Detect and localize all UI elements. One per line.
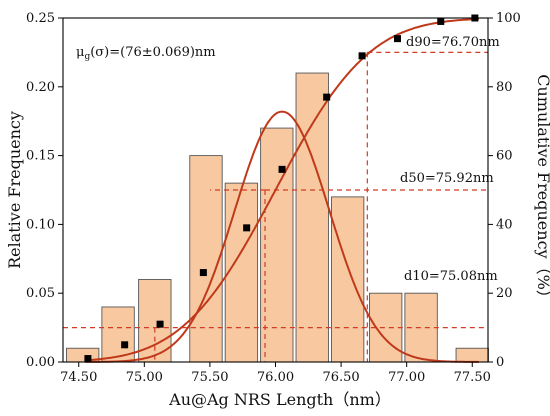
geometric-mean-annotation: μg(σ)=(76±0.069)nm bbox=[76, 45, 216, 62]
histogram-bar bbox=[455, 347, 489, 363]
x-tick-label: 77.50 bbox=[454, 370, 491, 385]
x-tick-label: 76.50 bbox=[322, 370, 359, 385]
cumulative-point bbox=[437, 17, 445, 25]
cumulative-point bbox=[243, 224, 251, 232]
cumulative-point bbox=[358, 52, 366, 60]
normal-fit-curve bbox=[85, 110, 479, 363]
y-right-tick-label: 60 bbox=[496, 149, 513, 164]
y-axis-right-label: Cumulative Frequency（%） bbox=[534, 74, 550, 306]
y-axis-left-label: Relative Frequency bbox=[5, 111, 24, 269]
histogram-bar bbox=[189, 155, 223, 363]
percentile-guides bbox=[63, 51, 488, 362]
y-left-tick-label: 0.25 bbox=[26, 11, 55, 26]
cumulative-point bbox=[393, 35, 401, 43]
y-right-tick-label: 0 bbox=[496, 355, 504, 370]
d90-annotation: d90=76.70nm bbox=[406, 35, 500, 50]
d50-annotation: d50=75.92nm bbox=[400, 171, 494, 186]
cumulative-point bbox=[278, 165, 286, 173]
histogram-bar bbox=[101, 306, 135, 363]
cumulative-point bbox=[323, 93, 331, 101]
y-right-tick-label: 20 bbox=[496, 286, 513, 301]
x-tick-label: 74.50 bbox=[60, 370, 97, 385]
histogram-bars bbox=[66, 72, 489, 363]
y-right-tick-label: 40 bbox=[496, 217, 513, 232]
y-left-tick-label: 0.15 bbox=[26, 149, 55, 164]
cumulative-curve bbox=[85, 18, 479, 362]
d10-annotation: d10=75.08nm bbox=[404, 269, 498, 284]
cumulative-point bbox=[121, 341, 129, 349]
y-left-tick-label: 0.10 bbox=[26, 217, 55, 232]
y-left-tick-label: 0.05 bbox=[26, 286, 55, 301]
y-left-tick-label: 0.00 bbox=[26, 355, 55, 370]
cumulative-point bbox=[199, 269, 207, 277]
x-axis-label: Au@Ag NRS Length（nm） bbox=[168, 390, 391, 409]
cumulative-point bbox=[156, 320, 164, 328]
x-tick-label: 76.00 bbox=[257, 370, 294, 385]
x-tick-label: 75.00 bbox=[126, 370, 163, 385]
y-left-tick-label: 0.20 bbox=[26, 80, 55, 95]
histogram-bar bbox=[330, 196, 365, 363]
x-tick-label: 75.50 bbox=[191, 370, 228, 385]
histogram-bar bbox=[224, 182, 259, 363]
y-right-tick-label: 100 bbox=[496, 11, 521, 26]
cumulative-point bbox=[84, 355, 92, 363]
y-right-tick-label: 80 bbox=[496, 80, 513, 95]
axis-ticks: 74.50 75.00 75.50 76.00 76.50 77.00 77.50 0.00 0… bbox=[26, 11, 521, 385]
x-tick-label: 77.00 bbox=[388, 370, 425, 385]
histogram-bar bbox=[295, 72, 329, 363]
